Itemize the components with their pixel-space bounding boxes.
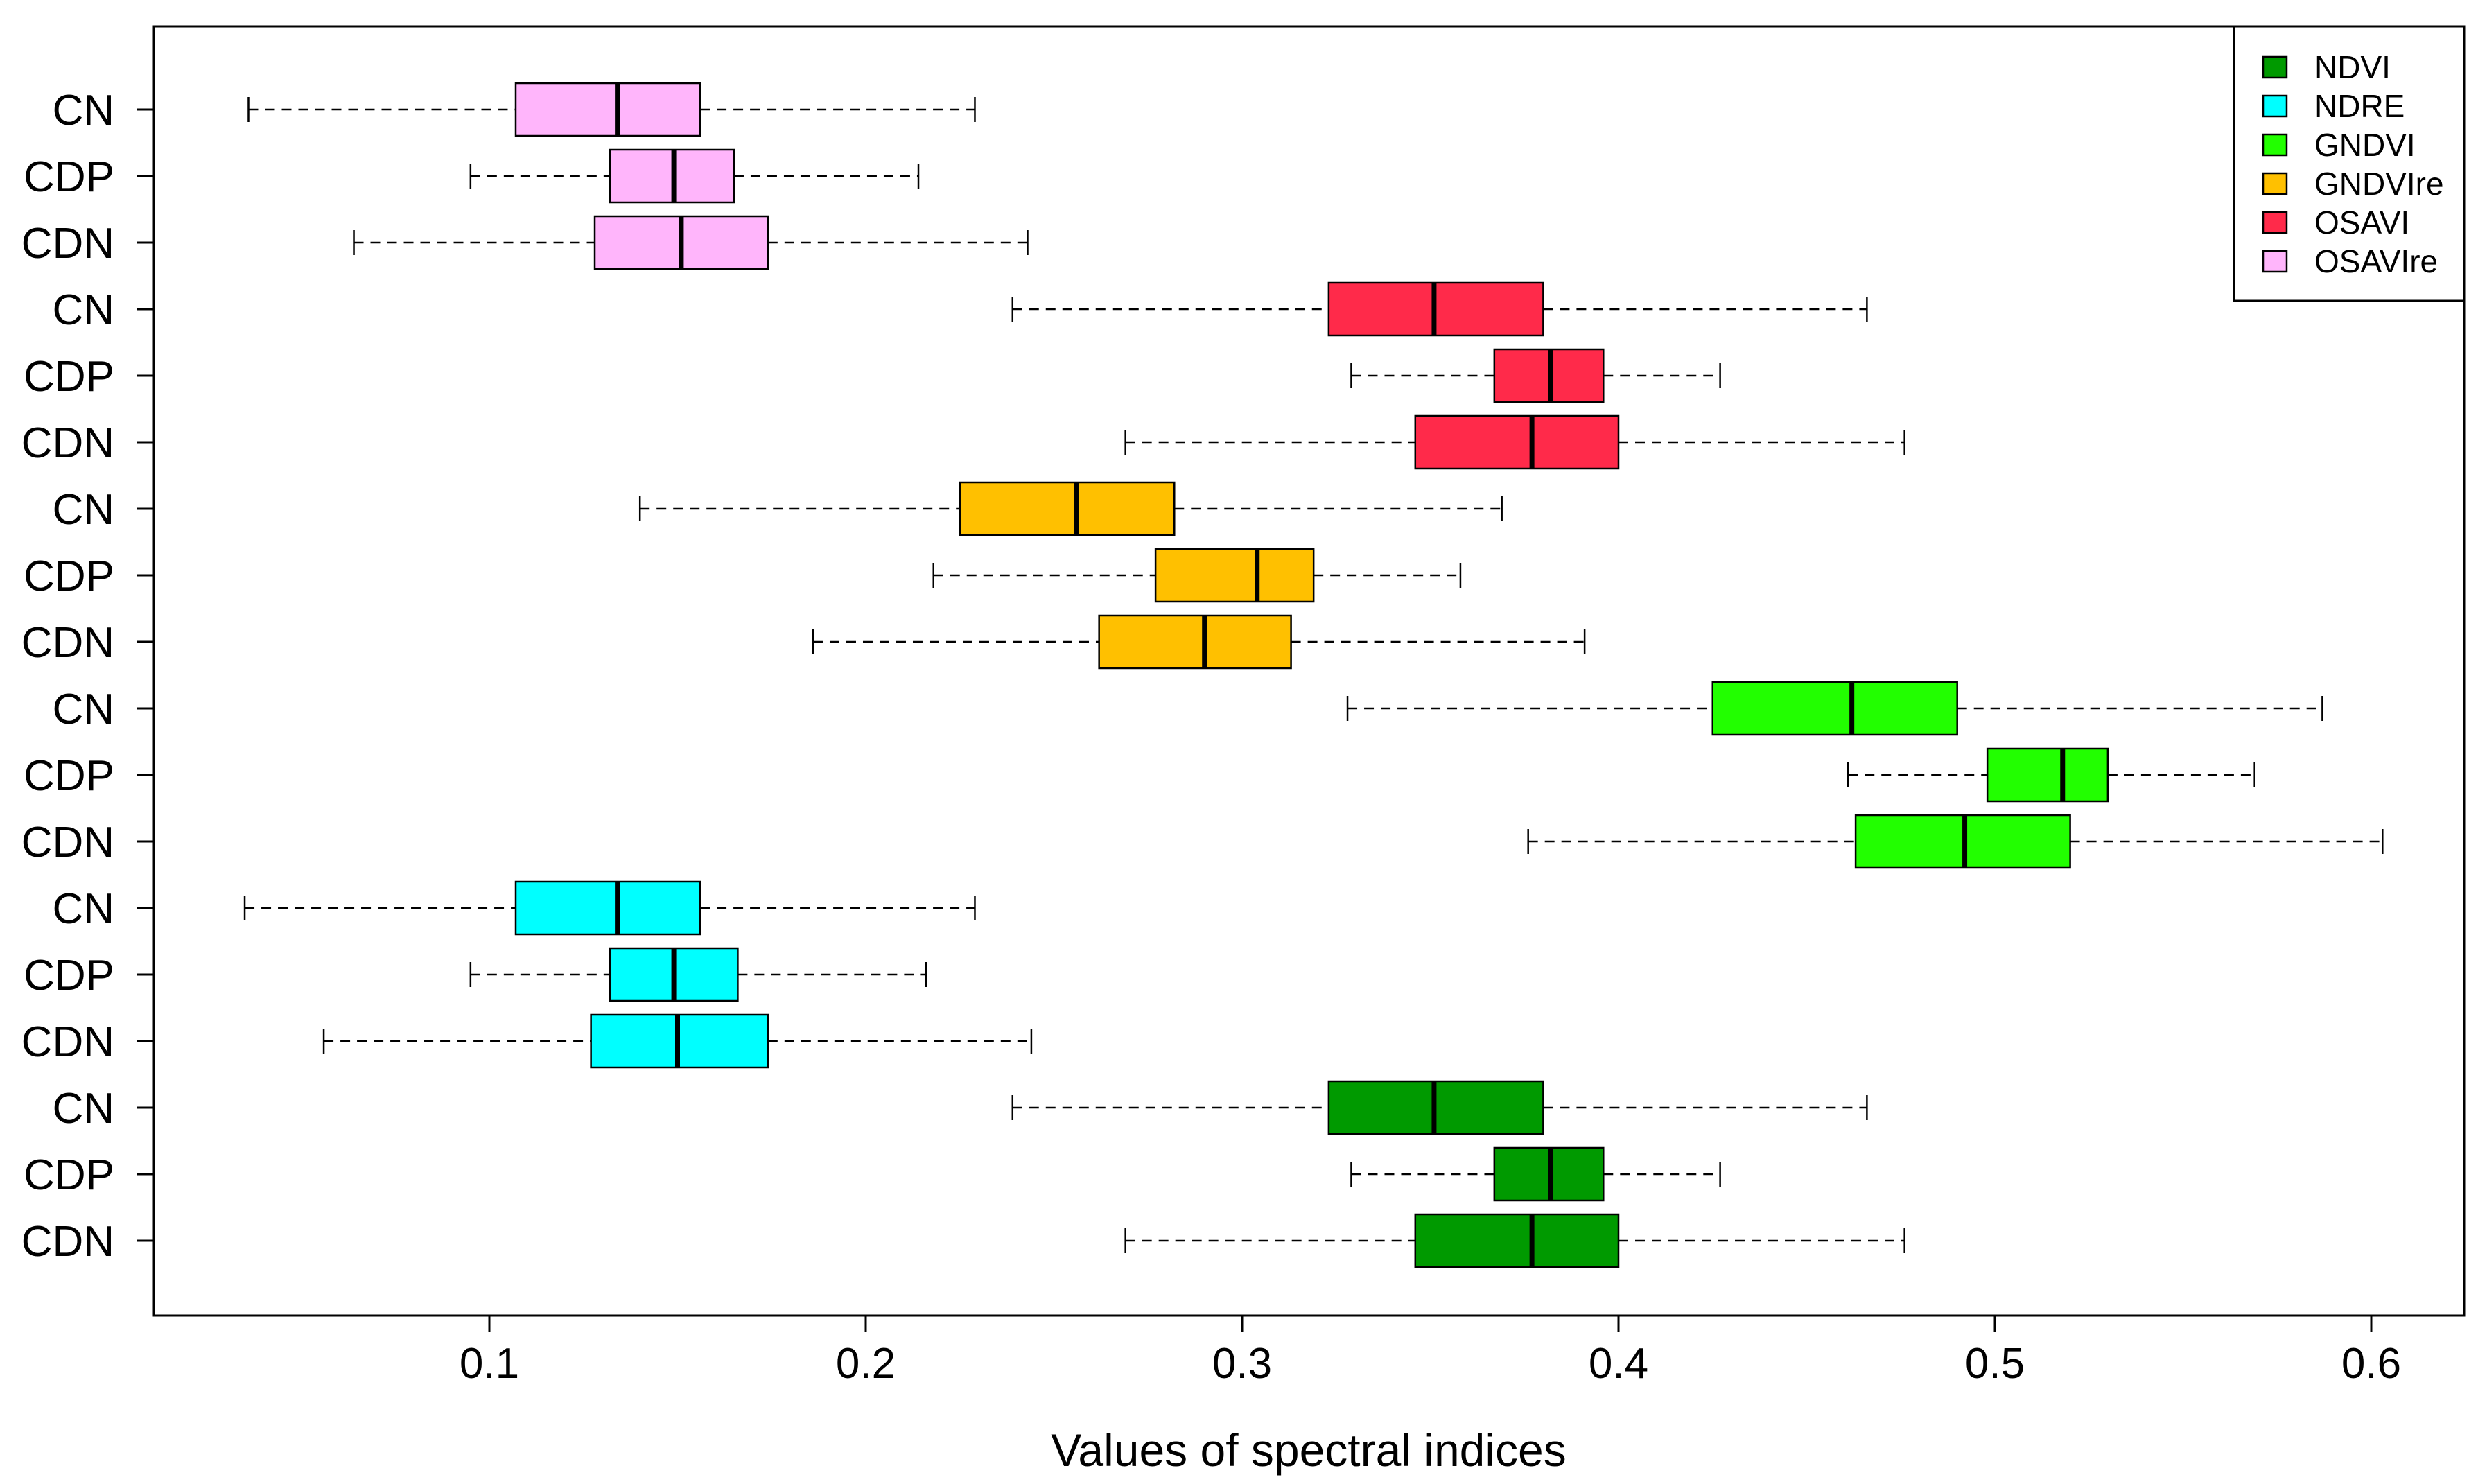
y-tick-label: CDN	[21, 419, 114, 467]
y-tick-label: CN	[52, 286, 114, 334]
x-axis: 0.1 0.2 0.3 0.4 0.5 0.6	[460, 1316, 2401, 1388]
box-osavi-cdp	[1350, 348, 1721, 403]
box-ndre-cdn	[322, 1013, 1033, 1069]
box-iqr	[1414, 1213, 1620, 1268]
y-tick-label: CN	[52, 686, 114, 733]
y-tick-label: CN	[52, 87, 114, 134]
box-iqr	[1711, 681, 1958, 736]
box-iqr	[1098, 614, 1292, 670]
y-tick-label: CDP	[24, 752, 114, 800]
x-axis-title: Values of spectral indices	[1051, 1424, 1567, 1476]
y-tick-label: CDP	[24, 153, 114, 201]
box-osavire-cdn	[353, 215, 1029, 270]
legend-item-gndvire: GNDVIre	[2262, 166, 2444, 202]
box-ndvi-cn	[1011, 1080, 1868, 1135]
legend-swatch	[2262, 133, 2288, 157]
x-tick-label: 0.1	[460, 1340, 519, 1388]
box-iqr	[959, 481, 1176, 536]
y-tick-label: CDN	[21, 1218, 114, 1266]
box-gndvire-cn	[638, 481, 1503, 536]
legend-item-ndre: NDRE	[2262, 88, 2405, 124]
y-tick-label: CN	[52, 486, 114, 534]
y-tick-label: CDP	[24, 952, 114, 999]
plot-frame	[152, 25, 2466, 1317]
legend-item-ndvi: NDVI	[2262, 49, 2391, 85]
legend-swatch	[2262, 55, 2288, 79]
legend-label: NDRE	[2314, 88, 2405, 124]
y-tick-label: CDP	[24, 1151, 114, 1199]
y-tick-label: CN	[52, 1085, 114, 1133]
box-osavire-cn	[247, 82, 976, 137]
x-tick-label: 0.2	[836, 1340, 896, 1388]
box-osavi-cn	[1011, 281, 1868, 337]
box-iqr	[514, 82, 701, 137]
x-tick-label: 0.5	[1965, 1340, 2025, 1388]
y-tick-label: CN	[52, 885, 114, 933]
legend-label: GNDVIre	[2314, 166, 2444, 202]
box-gndvi-cdp	[1847, 747, 2255, 803]
y-tick-label: CDP	[24, 552, 114, 600]
box-ndre-cn	[243, 880, 976, 936]
legend-item-osavi: OSAVI	[2262, 204, 2409, 241]
legend-label: GNDVI	[2314, 127, 2416, 163]
legend-swatch	[2262, 250, 2288, 273]
box-iqr	[1414, 414, 1620, 470]
x-tick-label: 0.6	[2341, 1340, 2401, 1388]
box-osavire-cdp	[469, 148, 920, 204]
legend-item-osavire: OSAVIre	[2262, 243, 2438, 279]
legend-label: NDVI	[2314, 49, 2391, 85]
box-ndvi-cdn	[1124, 1213, 1905, 1268]
x-tick-label: 0.4	[1589, 1340, 1648, 1388]
box-gndvire-cdp	[932, 548, 1462, 603]
box-osavi-cdn	[1124, 414, 1905, 470]
legend-swatch	[2262, 211, 2288, 234]
legend-swatch	[2262, 172, 2288, 195]
y-tick-label: CDP	[24, 353, 114, 401]
legend-label: OSAVIre	[2314, 243, 2438, 279]
legend-item-gndvi: GNDVI	[2262, 127, 2416, 163]
box-gndvi-cdn	[1527, 814, 2384, 869]
box-ndvi-cdp	[1350, 1146, 1721, 1202]
box-iqr	[1986, 747, 2109, 803]
y-tick-label: CDN	[21, 220, 114, 268]
box-iqr	[514, 880, 701, 936]
y-tick-label: CDN	[21, 619, 114, 667]
box-gndvire-cdn	[812, 614, 1586, 670]
x-tick-label: 0.3	[1212, 1340, 1272, 1388]
y-tick-label: CDN	[21, 819, 114, 866]
y-tick-label: CDN	[21, 1018, 114, 1066]
y-axis: CN CDP CDN CN CDP CDN CN CDP CDN CN CDP CDN CN CDP CDN…	[21, 87, 154, 1266]
box-iqr	[1154, 548, 1315, 603]
box-ndre-cdp	[469, 947, 927, 1002]
boxes-layer	[243, 82, 2384, 1268]
legend-swatch	[2262, 94, 2288, 118]
legend-label: OSAVI	[2314, 204, 2409, 241]
box-gndvi-cn	[1346, 681, 2323, 736]
